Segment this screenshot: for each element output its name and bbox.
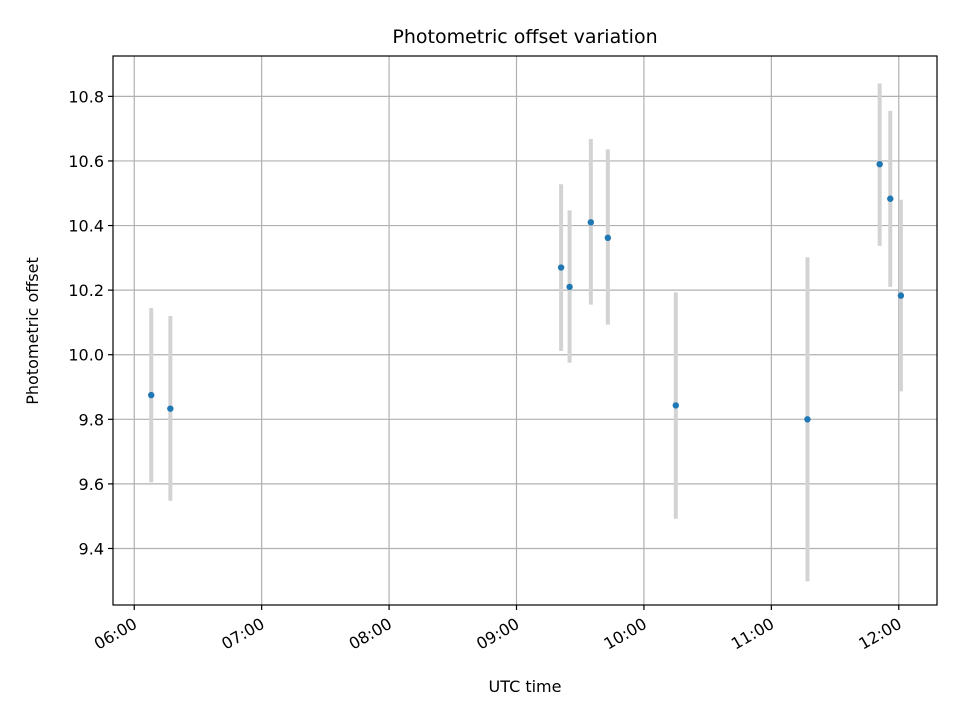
grid	[113, 56, 937, 605]
data-points	[148, 160, 905, 423]
data-point	[876, 160, 883, 168]
y-tick-label: 10.4	[68, 217, 104, 236]
data-point	[604, 234, 612, 242]
y-tick-label: 9.4	[79, 539, 104, 558]
y-axis-ticks: 9.4 9.6 9.8 10.0 10.2 10.4 10.6 10.8	[68, 87, 113, 558]
y-tick-label: 10.8	[68, 87, 104, 106]
y-tick-label: 9.6	[79, 475, 104, 494]
y-tick-label: 10.2	[68, 281, 104, 300]
data-point	[566, 283, 573, 291]
plot-frame	[112, 55, 938, 606]
y-tick-label: 10.6	[68, 152, 104, 171]
data-point	[148, 391, 155, 399]
y-axis-label: Photometric offset	[23, 257, 42, 405]
y-tick-label: 9.8	[79, 410, 104, 429]
data-point	[672, 402, 679, 409]
data-point	[167, 405, 174, 412]
chart-title: Photometric offset variation	[392, 26, 657, 48]
x-axis-label: UTC time	[489, 677, 562, 696]
data-point	[897, 292, 905, 299]
data-point	[587, 219, 595, 226]
data-point	[887, 195, 894, 202]
data-point	[557, 264, 565, 271]
y-tick-label: 10.0	[68, 346, 104, 365]
data-point	[804, 416, 811, 423]
